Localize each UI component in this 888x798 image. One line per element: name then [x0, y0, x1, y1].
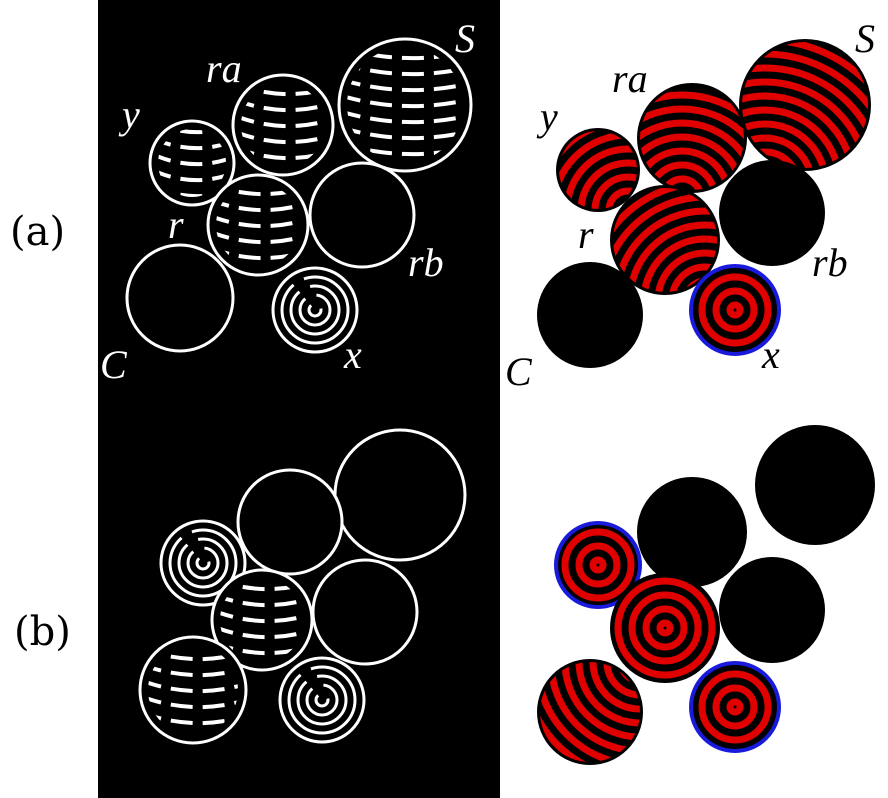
outline-circle	[127, 245, 233, 351]
disk	[755, 425, 875, 545]
outline-circle	[335, 430, 465, 560]
disk	[719, 557, 825, 663]
circle-label: y	[118, 92, 140, 137]
circle-label: x	[343, 332, 362, 377]
disk	[610, 573, 720, 683]
circle-label: C	[100, 342, 128, 387]
disk	[537, 262, 643, 368]
circle-label: S	[855, 16, 875, 61]
circle-label: C	[505, 349, 533, 394]
circle-label: rb	[408, 240, 444, 285]
outline-circle	[140, 637, 246, 743]
circle-label: r	[578, 212, 594, 257]
outline-circle	[310, 163, 414, 267]
disk	[719, 160, 825, 266]
outline-circle	[313, 560, 417, 664]
circle-label: r	[168, 202, 184, 247]
circle-label: ra	[206, 46, 242, 91]
right-circles	[495, 26, 888, 798]
panel-label: (b)	[14, 609, 71, 655]
outline-circle	[280, 658, 364, 742]
circle-label: ra	[612, 56, 648, 101]
panel-label: (a)	[10, 209, 65, 255]
circle-label: y	[536, 94, 558, 139]
circle-label: x	[761, 332, 780, 377]
outline-circle	[238, 470, 342, 574]
circle-label: S	[455, 16, 475, 61]
circle-label: rb	[812, 240, 848, 285]
figure: (a) (b) Sra y r rb Cx Sra y r rb Cx	[0, 0, 888, 798]
disk	[637, 477, 747, 587]
